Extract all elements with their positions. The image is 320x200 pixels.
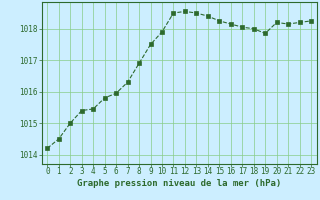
X-axis label: Graphe pression niveau de la mer (hPa): Graphe pression niveau de la mer (hPa): [77, 179, 281, 188]
